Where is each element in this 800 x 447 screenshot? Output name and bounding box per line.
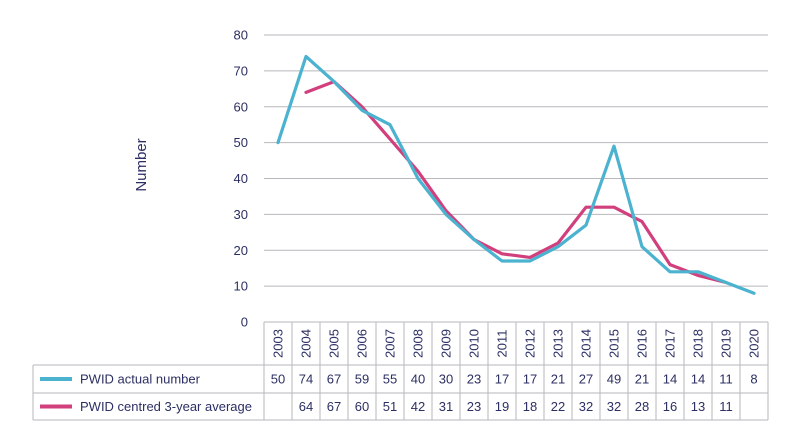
x-tick-label: 2006 — [355, 329, 370, 358]
x-tick-label: 2010 — [467, 329, 482, 358]
y-tick-label: 10 — [234, 279, 248, 294]
legend-label: PWID centred 3-year average — [80, 399, 252, 414]
series-lines — [276, 54, 756, 295]
data-label: 50 — [271, 372, 285, 387]
x-tick-label: 2008 — [411, 329, 426, 358]
x-tick-label: 2018 — [691, 329, 706, 358]
data-label: 31 — [439, 399, 453, 414]
x-tick-label: 2014 — [579, 329, 594, 358]
data-label: 40 — [411, 372, 425, 387]
data-label: 14 — [663, 372, 677, 387]
data-label: 22 — [551, 399, 565, 414]
data-label: 74 — [299, 372, 313, 387]
x-tick-label: 2003 — [271, 329, 286, 358]
y-tick-label: 80 — [234, 28, 248, 43]
data-label: 67 — [327, 372, 341, 387]
y-tick-label: 20 — [234, 243, 248, 258]
data-label: 23 — [467, 372, 481, 387]
x-tick-label: 2012 — [523, 329, 538, 358]
data-label: 17 — [523, 372, 537, 387]
data-label: 23 — [467, 399, 481, 414]
y-axis-label: Number — [133, 138, 150, 191]
data-label: 19 — [495, 399, 509, 414]
series-line — [276, 54, 756, 295]
data-label: 8 — [750, 372, 757, 387]
data-table: 2003 2004 2005 2006 2007 2008 2009 2010 2011 2012… — [32, 321, 769, 421]
data-label: 51 — [383, 399, 397, 414]
x-tick-label: 2005 — [327, 329, 342, 358]
series-line — [304, 79, 728, 285]
y-tick-label: 40 — [234, 171, 248, 186]
data-label: 64 — [299, 399, 313, 414]
legend-label: PWID actual number — [80, 372, 201, 387]
data-label: 27 — [579, 372, 593, 387]
x-tick-label: 2004 — [299, 329, 314, 358]
data-label: 11 — [719, 399, 733, 414]
x-tick-label: 2015 — [607, 329, 622, 358]
data-label: 30 — [439, 372, 453, 387]
y-tick-label: 50 — [234, 135, 248, 150]
data-label: 60 — [355, 399, 369, 414]
x-tick-label: 2013 — [551, 329, 566, 358]
data-label: 21 — [635, 372, 649, 387]
data-label: 11 — [719, 372, 733, 387]
data-label: 18 — [523, 399, 537, 414]
data-label: 14 — [691, 372, 705, 387]
data-label: 32 — [579, 399, 593, 414]
data-label: 21 — [551, 372, 565, 387]
x-tick-label: 2020 — [747, 329, 762, 358]
x-tick-label: 2016 — [635, 329, 650, 358]
data-label: 49 — [607, 372, 621, 387]
gridlines — [264, 34, 768, 287]
data-label: 28 — [635, 399, 649, 414]
data-label: 55 — [383, 372, 397, 387]
data-label: 32 — [607, 399, 621, 414]
x-tick-label: 2011 — [495, 330, 510, 358]
x-tick-label: 2009 — [439, 329, 454, 358]
y-axis-ticks: 0 10 20 30 40 50 60 70 80 — [234, 28, 248, 330]
y-tick-label: 70 — [234, 63, 248, 78]
data-label: 17 — [495, 372, 509, 387]
data-label: 42 — [411, 399, 425, 414]
x-tick-label: 2017 — [663, 329, 678, 358]
data-label: 16 — [663, 399, 677, 414]
y-tick-label: 0 — [241, 315, 248, 330]
y-tick-label: 60 — [234, 99, 248, 114]
data-label: 67 — [327, 399, 341, 414]
x-tick-label: 2019 — [719, 329, 734, 358]
data-label: 13 — [691, 399, 705, 414]
data-label: 59 — [355, 372, 369, 387]
x-tick-label: 2007 — [383, 329, 398, 358]
y-tick-label: 30 — [234, 207, 248, 222]
